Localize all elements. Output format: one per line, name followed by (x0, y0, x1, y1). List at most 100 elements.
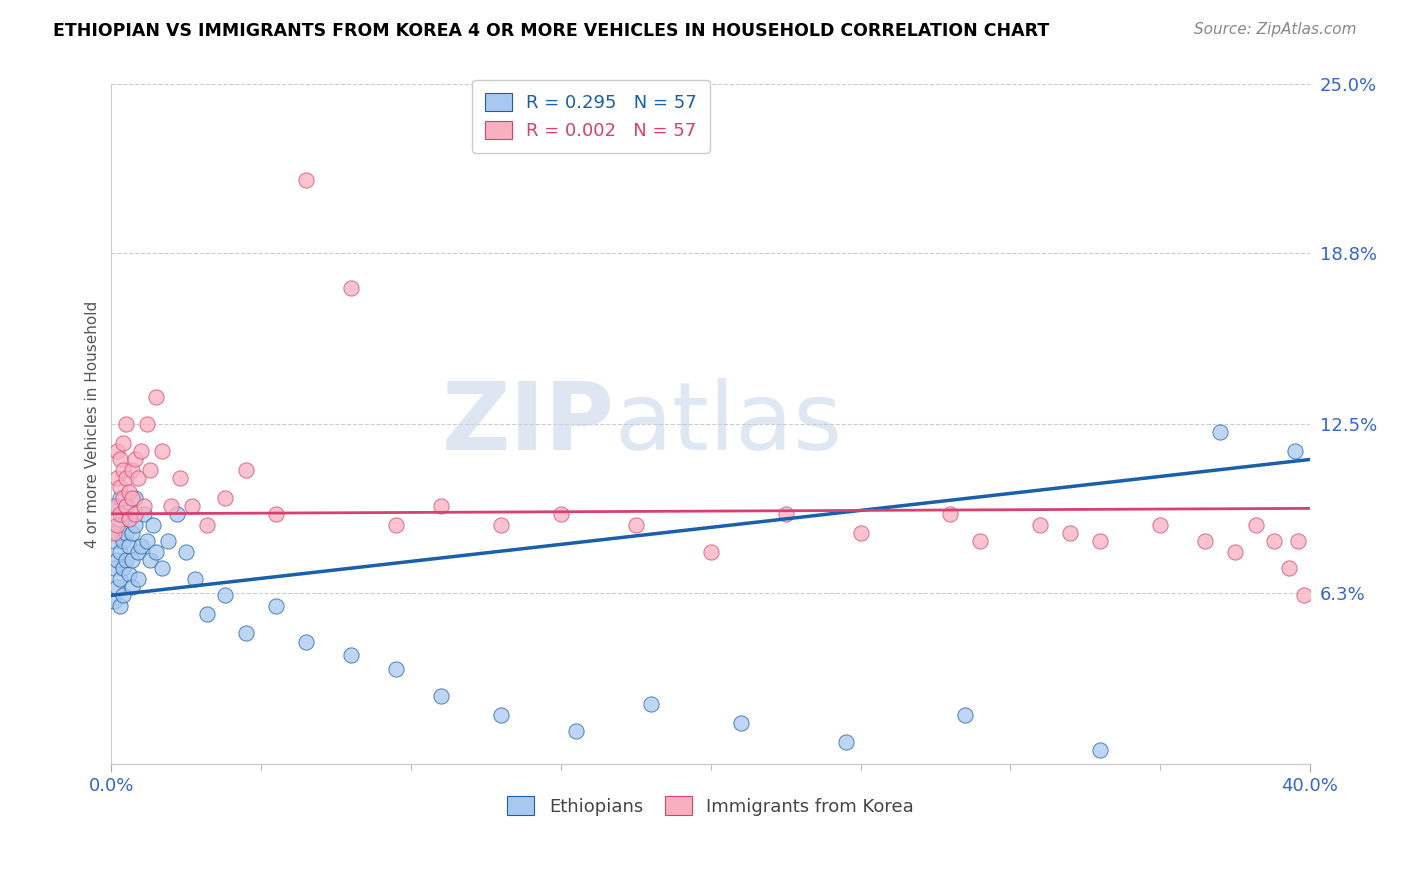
Point (264, 599, 287, 614)
Point (195, 517, 218, 532)
Point (110, 480, 132, 494)
Text: ETHIOPIAN VS IMMIGRANTS FROM KOREA 4 OR MORE VEHICLES IN HOUSEHOLD CORRELATION C: ETHIOPIAN VS IMMIGRANTS FROM KOREA 4 OR … (53, 22, 1050, 40)
Legend: Ethiopians, Immigrants from Korea: Ethiopians, Immigrants from Korea (501, 789, 921, 822)
Point (112, 588, 135, 602)
Point (115, 499, 138, 513)
Point (131, 540, 153, 554)
Point (939, 507, 962, 521)
Point (264, 507, 287, 521)
Point (110, 517, 132, 532)
Point (169, 471, 191, 485)
Point (145, 545, 167, 559)
Point (181, 499, 204, 513)
Point (150, 561, 173, 575)
Point (107, 517, 129, 532)
Point (121, 491, 143, 505)
Point (550, 507, 572, 521)
Point (136, 533, 159, 548)
Point (955, 707, 977, 722)
Point (214, 588, 236, 602)
Point (385, 662, 408, 676)
Point (834, 735, 856, 749)
Point (124, 452, 146, 467)
Point (1149, 517, 1171, 532)
Point (136, 417, 159, 431)
Point (103, 594, 125, 608)
Point (1059, 525, 1081, 540)
Point (118, 512, 141, 526)
Point (124, 491, 146, 505)
Point (118, 540, 141, 554)
Point (624, 517, 647, 532)
Point (112, 463, 135, 477)
Point (145, 390, 167, 404)
Point (139, 553, 162, 567)
Point (112, 561, 135, 575)
Point (489, 517, 512, 532)
Point (142, 517, 165, 532)
Point (127, 471, 149, 485)
Point (430, 689, 453, 703)
Point (235, 463, 257, 477)
Point (157, 533, 180, 548)
Point (110, 491, 132, 505)
Point (565, 724, 588, 739)
Point (115, 417, 138, 431)
Point (1209, 425, 1232, 440)
Point (775, 507, 797, 521)
Point (121, 580, 143, 594)
Point (115, 499, 138, 513)
Point (969, 533, 991, 548)
Point (103, 499, 125, 513)
Point (110, 545, 132, 559)
Point (176, 545, 198, 559)
Point (1284, 444, 1306, 458)
Point (184, 572, 207, 586)
Point (214, 491, 236, 505)
Point (295, 634, 318, 648)
Point (235, 626, 257, 640)
Point (127, 572, 149, 586)
Point (112, 533, 135, 548)
Text: atlas: atlas (614, 378, 844, 470)
Text: ZIP: ZIP (441, 378, 614, 470)
Point (849, 525, 872, 540)
Point (107, 525, 129, 540)
Point (103, 561, 125, 575)
Point (112, 436, 135, 450)
Point (340, 648, 363, 662)
Point (1090, 743, 1112, 757)
Point (1223, 545, 1246, 559)
Point (110, 572, 132, 586)
Point (110, 599, 132, 614)
Point (1244, 517, 1267, 532)
Point (103, 525, 125, 540)
Point (1292, 588, 1315, 602)
Point (160, 499, 183, 513)
Point (121, 553, 143, 567)
Point (195, 607, 218, 622)
Point (166, 507, 188, 521)
Point (150, 444, 173, 458)
Point (295, 172, 318, 186)
Point (640, 697, 662, 711)
Point (1278, 561, 1301, 575)
Point (430, 499, 453, 513)
Point (107, 553, 129, 567)
Point (107, 499, 129, 513)
Text: Source: ZipAtlas.com: Source: ZipAtlas.com (1194, 22, 1357, 37)
Point (103, 533, 125, 548)
Point (139, 463, 162, 477)
Point (385, 517, 408, 532)
Point (121, 525, 143, 540)
Point (121, 463, 143, 477)
Point (1090, 533, 1112, 548)
Point (489, 707, 512, 722)
Point (340, 281, 363, 295)
Y-axis label: 4 or more Vehicles in Household: 4 or more Vehicles in Household (86, 301, 100, 548)
Point (112, 507, 135, 521)
Point (107, 471, 129, 485)
Point (115, 471, 138, 485)
Point (124, 507, 146, 521)
Point (124, 517, 146, 532)
